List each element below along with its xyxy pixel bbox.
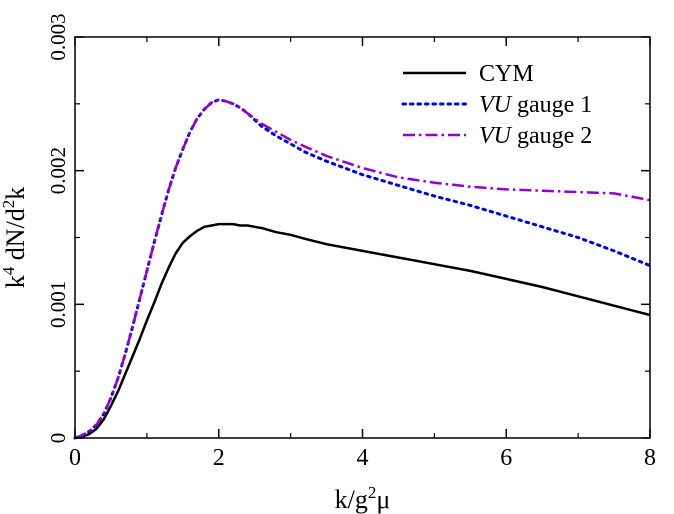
series-layer <box>73 98 652 440</box>
x-tick-label: 4 <box>357 445 369 471</box>
ticks-layer: 0 2 4 6 8 0 0.001 0.002 0.003 <box>46 13 656 471</box>
y-axis-title: k4 dN/d2k <box>0 187 30 289</box>
x-axis-title: k/g2μ <box>335 483 391 514</box>
series-line-3 <box>74 98 651 440</box>
series-line-2 <box>73 98 652 440</box>
y-tick-label: 0.003 <box>46 13 70 60</box>
x-tick-label: 0 <box>69 445 81 471</box>
y-tick-label: 0.001 <box>46 281 70 328</box>
x-tick-label: 6 <box>500 445 512 471</box>
legend-label-2: VU gauge 1 <box>479 92 592 118</box>
y-tick-label: 0.002 <box>46 147 70 194</box>
legend-label-3: VU gauge 2 <box>479 123 592 149</box>
y-tick-label: 0 <box>46 433 70 444</box>
series-line-1 <box>74 222 651 440</box>
x-tick-label: 2 <box>213 445 225 471</box>
x-tick-label: 8 <box>644 445 656 471</box>
legend-label-1: CYM <box>479 61 534 87</box>
legend: CYM VU gauge 1 VU gauge 2 <box>401 61 592 149</box>
